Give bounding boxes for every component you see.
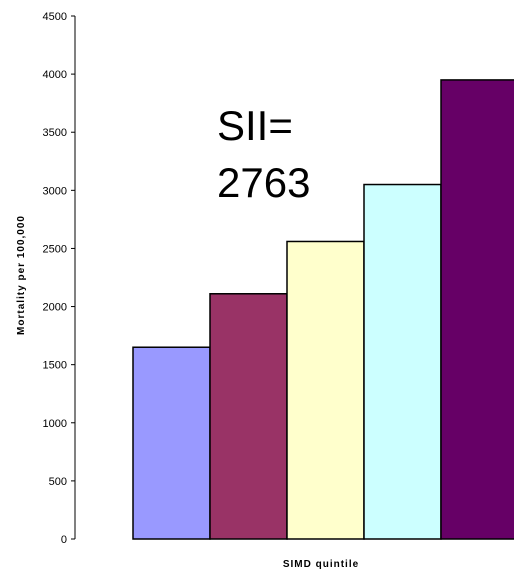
sii-annotation-line1: SII= [217,102,293,149]
bar-quintile-3 [286,240,365,540]
y-tick-label: 1500 [43,360,67,372]
y-tick-label: 4000 [43,69,67,81]
bar-quintile-5 [440,79,514,540]
sii-annotation-line2: 2763 [217,159,310,206]
y-axis: 0 500 1000 1500 2000 2500 3000 3500 4000 4500 [43,11,76,546]
bar-quintile-1 [132,346,211,540]
bar-quintile-4 [363,183,442,540]
bar-quintile-2 [209,293,288,540]
y-axis-title: Mortality per 100,000 [16,215,27,335]
y-tick-label: 3000 [43,185,67,197]
y-tick-label: 3500 [43,127,67,139]
y-tick-label: 0 [61,534,67,546]
y-tick-label: 500 [49,476,67,488]
y-tick-label: 2500 [43,243,67,255]
y-tick-label: 4500 [43,11,67,23]
y-tick-label: 1000 [43,418,67,430]
bars [132,79,514,540]
y-tick-label: 2000 [43,302,67,314]
x-axis-title: SIMD quintile [283,559,359,570]
